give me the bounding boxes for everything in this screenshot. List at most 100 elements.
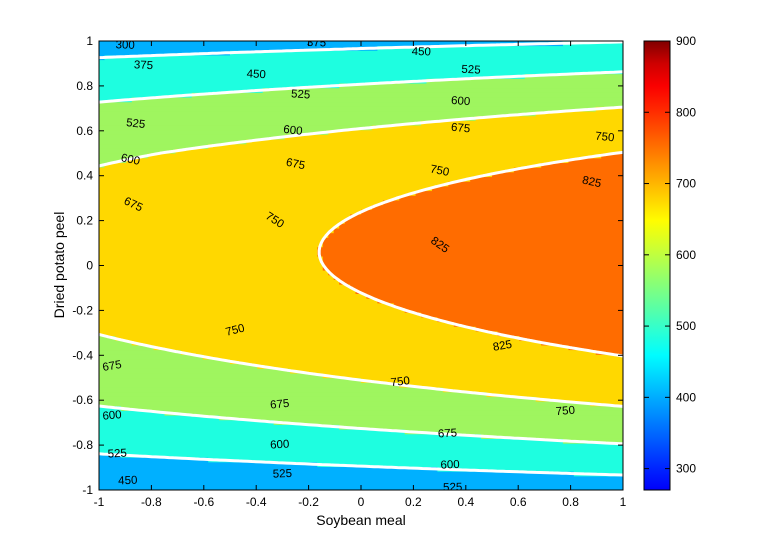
- contour-label: 750: [224, 322, 246, 338]
- x-tick-label: 0.2: [405, 495, 422, 509]
- contour-label: 525: [443, 482, 462, 494]
- y-tick-label: -0.6: [72, 393, 93, 407]
- contour-band-cell: [328, 232, 623, 238]
- contour-band-cell: [99, 227, 335, 234]
- contour-label: 375: [134, 59, 154, 72]
- contour-band-cell: [475, 115, 623, 121]
- y-axis-ticks: -1 -0.8 -0.6 -0.4 -0.2 0 0.2 0.4 0.6 0.8 1: [72, 34, 623, 497]
- x-tick-label: -0.8: [141, 495, 162, 509]
- contour-band-cell: [175, 148, 623, 154]
- contour-band-cell: [448, 180, 623, 187]
- y-tick-label: 0: [86, 259, 93, 273]
- contour-band-cell: [399, 382, 623, 388]
- contour-band-cell: [99, 353, 204, 360]
- contour-band-cell: [339, 223, 623, 229]
- contour-band-cell: [99, 199, 384, 206]
- x-tick-label: 0.4: [457, 495, 474, 509]
- contour-band-cell: [366, 293, 623, 299]
- contour-band-cell: [126, 157, 569, 164]
- contour-band-cell: [333, 227, 623, 234]
- y-tick-label: -0.2: [72, 303, 93, 317]
- contour-band-cell: [99, 115, 477, 121]
- contour-label: 675: [438, 427, 458, 440]
- contour-band-cell: [333, 274, 623, 280]
- contour-labels: 300 375 375 450 450 525 525 525 600 600 600 675 675 6…: [102, 41, 615, 494]
- contour-band-cell: [350, 213, 623, 220]
- contour-band-cell: [284, 134, 623, 140]
- contour-band-cell: [322, 241, 623, 248]
- y-tick-label: 0.6: [76, 124, 93, 138]
- x-tick-label: 1: [620, 495, 627, 509]
- contour-band-cell: [492, 171, 623, 178]
- contour-band-cell: [486, 391, 623, 397]
- x-tick-label: 0.8: [562, 495, 579, 509]
- colorbar-ticks: 300 400 500 600 700 800 900: [644, 34, 696, 476]
- contour-band-cell: [99, 288, 356, 294]
- contour-band-cell: [99, 265, 324, 271]
- contour-band-cell: [99, 293, 367, 299]
- x-tick-label: -0.6: [193, 495, 214, 509]
- colorbar-tick-label: 900: [676, 34, 696, 48]
- contour-band-cell: [99, 274, 335, 280]
- contour-label: 675: [285, 157, 306, 173]
- contour-band-cell: [437, 466, 623, 472]
- contour-band-cell: [99, 447, 623, 453]
- contour-band-cell: [99, 461, 318, 468]
- contour-band-cell: [99, 377, 362, 383]
- contour-label: 600: [270, 439, 290, 452]
- contour-band-cell: [99, 232, 329, 238]
- contour-band-cell: [497, 330, 623, 337]
- contour-band-cell: [322, 265, 623, 271]
- contour-label: 525: [273, 468, 293, 481]
- x-tick-label: -1: [94, 495, 105, 509]
- contour-band-cell: [230, 49, 623, 56]
- contour-band-cell: [99, 325, 477, 332]
- contour-band-cell: [328, 269, 623, 276]
- contour-band-cell: [219, 414, 623, 421]
- contour-band-cell: [202, 353, 623, 360]
- contour-band-cell: [99, 138, 247, 145]
- contour-band-cell: [99, 129, 329, 135]
- contour-band-cell: [541, 339, 623, 346]
- contour-band-cell: [99, 349, 182, 355]
- colorbar-tick-label: 300: [676, 462, 696, 476]
- contour-band-cell: [99, 148, 176, 154]
- contour-band-cell: [99, 190, 416, 196]
- contour-band-cell: [99, 410, 165, 416]
- contour-band-cell: [519, 335, 623, 341]
- y-axis-label: Dried potato peel: [51, 212, 67, 319]
- contour-band-cell: [153, 344, 569, 351]
- contour-band-cell: [99, 316, 438, 323]
- contour-band-cell: [99, 204, 373, 210]
- contour-band-cell: [230, 358, 623, 365]
- contour-label: 750: [390, 375, 410, 389]
- contour-band-cell: [442, 386, 623, 393]
- contour-band-cell: [317, 461, 623, 468]
- x-axis-label: Soybean meal: [316, 512, 406, 528]
- contour-band-cell: [99, 470, 575, 477]
- contour-band-cell: [377, 45, 623, 51]
- contour-band-cell: [99, 382, 400, 388]
- x-tick-label: 0: [358, 495, 365, 509]
- contour-band-cell: [404, 428, 623, 435]
- contour-band-cell: [99, 255, 324, 262]
- contour-band-cell: [481, 433, 623, 439]
- contour-band-cell: [99, 442, 623, 449]
- contour-band-cell: [208, 143, 623, 149]
- contour-band-cell: [99, 166, 515, 173]
- contour-label: 525: [107, 448, 127, 461]
- contour-band-cell: [99, 194, 400, 201]
- contour-band-cell: [208, 456, 623, 463]
- contour-band-cell: [99, 368, 291, 374]
- contour-band-cell: [290, 368, 623, 374]
- contour-band-cell: [99, 185, 433, 192]
- contour-band-cell: [99, 101, 623, 107]
- contour-label: 450: [412, 46, 432, 59]
- contour-band-cell: [246, 138, 623, 145]
- contour-label: 675: [102, 359, 123, 374]
- contour-band-cell: [317, 246, 623, 252]
- contour-band-cell: [524, 73, 623, 79]
- contour-band-cell: [99, 152, 149, 159]
- contour-label: 525: [126, 117, 146, 131]
